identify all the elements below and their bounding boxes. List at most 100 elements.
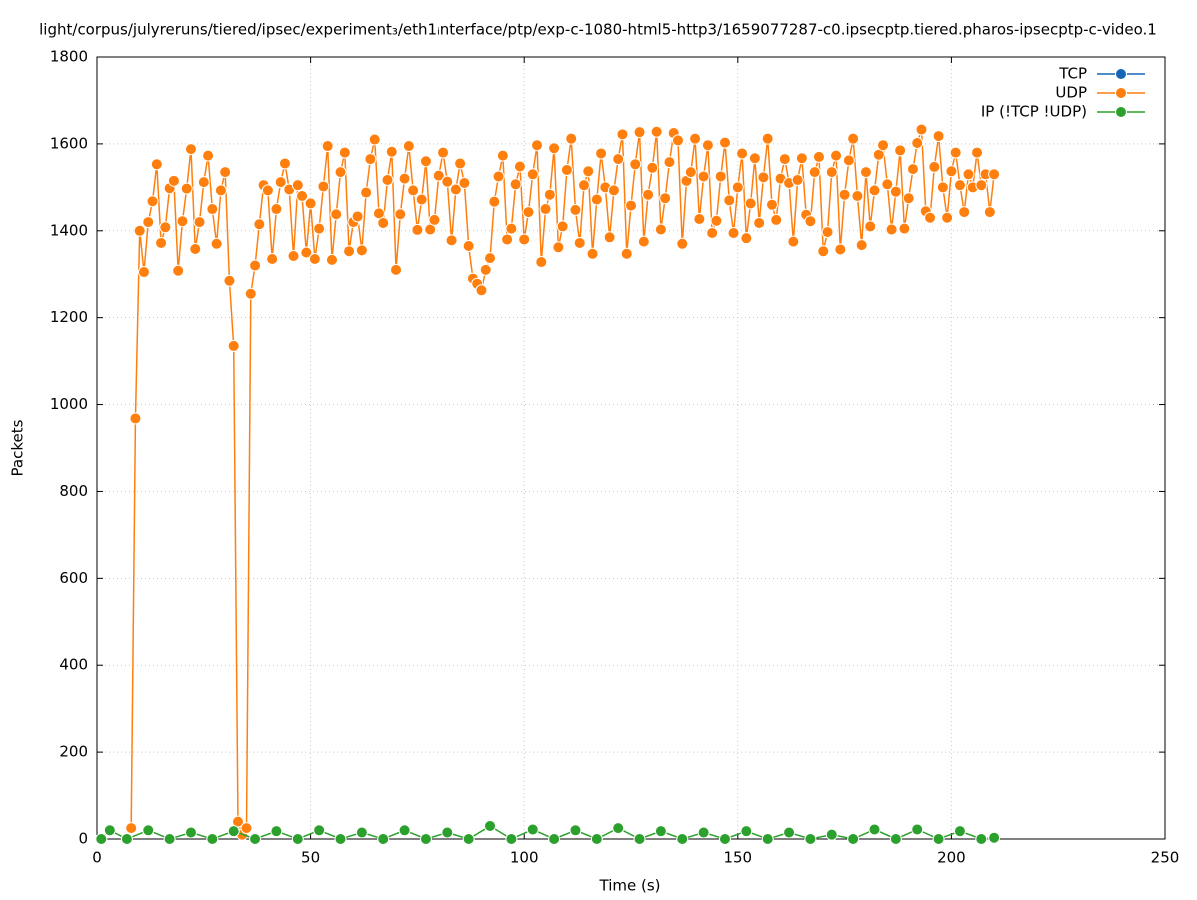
data-point (501, 233, 514, 246)
data-point (616, 128, 629, 141)
data-point (590, 833, 603, 845)
data-point (855, 239, 868, 252)
data-point (172, 264, 185, 277)
data-point (834, 243, 847, 256)
data-point (864, 220, 877, 233)
data-point (761, 132, 774, 145)
data-point (415, 193, 428, 206)
data-point (560, 163, 573, 176)
data-point (761, 833, 774, 845)
data-point (633, 126, 646, 139)
data-point (321, 140, 334, 153)
data-point (505, 222, 518, 235)
data-point (244, 287, 257, 300)
data-point (274, 176, 287, 189)
data-point (176, 215, 189, 228)
data-point (812, 150, 825, 163)
data-point (249, 259, 262, 272)
data-point (881, 178, 894, 191)
data-point (360, 186, 373, 199)
data-point (714, 170, 727, 183)
data-point (932, 130, 945, 143)
data-point (676, 833, 689, 845)
data-point (454, 157, 467, 170)
data-point (419, 155, 432, 168)
data-point (184, 826, 197, 839)
data-point (868, 184, 881, 197)
y-tick-label: 1200 (50, 308, 88, 326)
data-point (206, 203, 219, 216)
data-point (270, 825, 283, 838)
data-point (223, 274, 236, 287)
data-point (582, 165, 595, 178)
data-point (462, 833, 475, 845)
data-point (911, 137, 924, 150)
data-point (437, 146, 450, 159)
data-point (381, 173, 394, 186)
data-point (590, 193, 603, 206)
data-point (296, 190, 309, 203)
data-point (744, 197, 757, 210)
data-point (859, 166, 872, 179)
data-point (291, 179, 304, 192)
data-point (548, 142, 561, 155)
data-point (505, 833, 518, 845)
data-point (432, 169, 445, 182)
data-point (137, 266, 150, 279)
x-tick-label: 200 (937, 849, 966, 867)
data-point (313, 824, 326, 837)
data-point (684, 166, 697, 179)
data-point (941, 211, 954, 224)
data-point (915, 123, 928, 136)
data-point (398, 824, 411, 837)
data-point (146, 195, 159, 208)
data-point (654, 223, 667, 236)
data-point (620, 247, 633, 260)
data-point (825, 828, 838, 841)
data-point (249, 833, 262, 845)
data-point (304, 197, 317, 210)
data-point (548, 833, 561, 845)
data-point (603, 231, 616, 244)
data-point (928, 160, 941, 173)
data-point (804, 215, 817, 228)
data-point (706, 226, 719, 239)
data-point (488, 195, 501, 208)
data-point (535, 256, 548, 269)
data-point (219, 166, 232, 179)
data-point (889, 833, 902, 845)
x-tick-label: 250 (1151, 849, 1180, 867)
legend-label: UDP (1055, 84, 1087, 102)
data-point (313, 222, 326, 235)
data-point (142, 824, 155, 837)
data-point (202, 149, 215, 162)
data-point (458, 176, 471, 189)
data-point (129, 412, 142, 425)
data-point (385, 145, 398, 158)
data-point (983, 206, 996, 219)
data-point (407, 184, 420, 197)
data-point (988, 168, 1001, 181)
y-tick-label: 1000 (50, 395, 88, 413)
data-point (441, 826, 454, 839)
y-tick-label: 1400 (50, 221, 88, 239)
data-point (962, 168, 975, 181)
chart-title: light/corpus/julyreruns/tiered/ipsec/exp… (39, 21, 1157, 39)
data-point (266, 253, 279, 266)
data-point (518, 233, 531, 246)
plot-border (96, 56, 1166, 840)
data-point (902, 192, 915, 205)
data-point (868, 823, 881, 836)
data-point (278, 157, 291, 170)
data-point (462, 239, 475, 252)
data-point (270, 203, 283, 216)
y-tick-label: 800 (59, 482, 88, 500)
data-point (851, 190, 864, 203)
data-point (334, 166, 347, 179)
data-point (906, 163, 919, 176)
data-point (509, 178, 522, 191)
data-point (308, 253, 321, 266)
data-point (654, 825, 667, 838)
data-point (953, 179, 966, 192)
